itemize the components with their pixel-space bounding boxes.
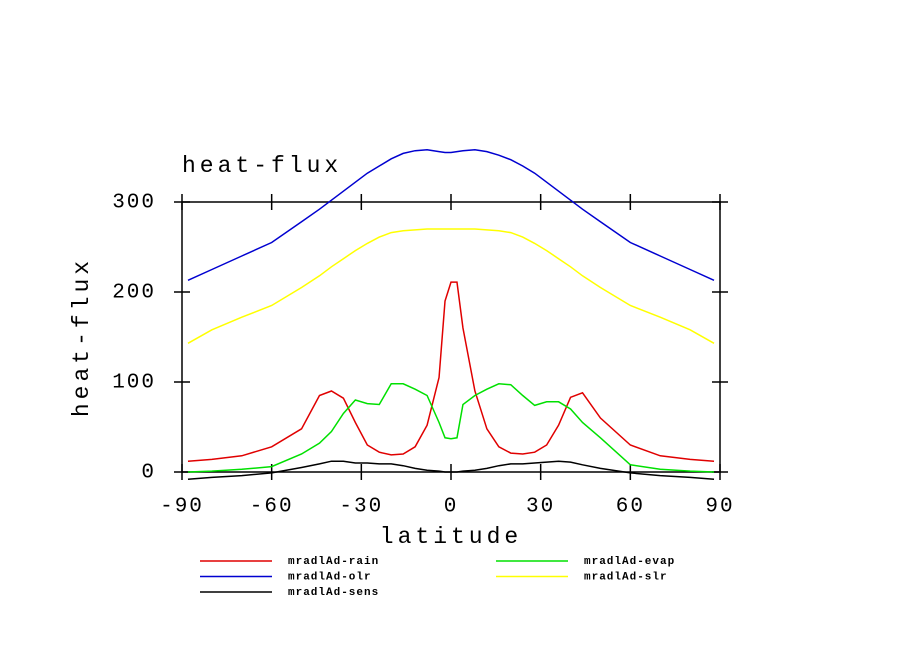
series-line	[187, 281, 715, 462]
x-tick-label: -90	[160, 496, 204, 519]
legend-label: mradlAd-evap	[584, 556, 675, 568]
series-line	[187, 149, 715, 281]
legend-label: mradlAd-olr	[288, 571, 372, 583]
x-axis-label: latitude	[380, 524, 522, 550]
x-tick-label: -30	[339, 496, 383, 519]
legend-label: mradlAd-rain	[288, 556, 379, 568]
legend-label: mradlAd-sens	[288, 587, 379, 599]
x-tick-label: 90	[705, 496, 734, 519]
chart-title: heat-flux	[182, 153, 342, 179]
series-line	[187, 460, 715, 480]
legend-label: mradlAd-slr	[584, 571, 668, 583]
y-tick-label: 0	[141, 462, 156, 485]
series-line	[187, 228, 715, 344]
x-tick-label: 30	[526, 496, 555, 519]
x-tick-label: 0	[444, 496, 459, 519]
plot-frame	[181, 201, 721, 473]
x-tick-label: 60	[616, 496, 645, 519]
y-tick-label: 100	[112, 372, 156, 395]
series-line	[187, 383, 715, 473]
x-tick-label: -60	[250, 496, 294, 519]
y-tick-label: 300	[112, 192, 156, 215]
y-tick-label: 200	[112, 282, 156, 305]
y-axis-label: heat-flux	[69, 257, 95, 417]
